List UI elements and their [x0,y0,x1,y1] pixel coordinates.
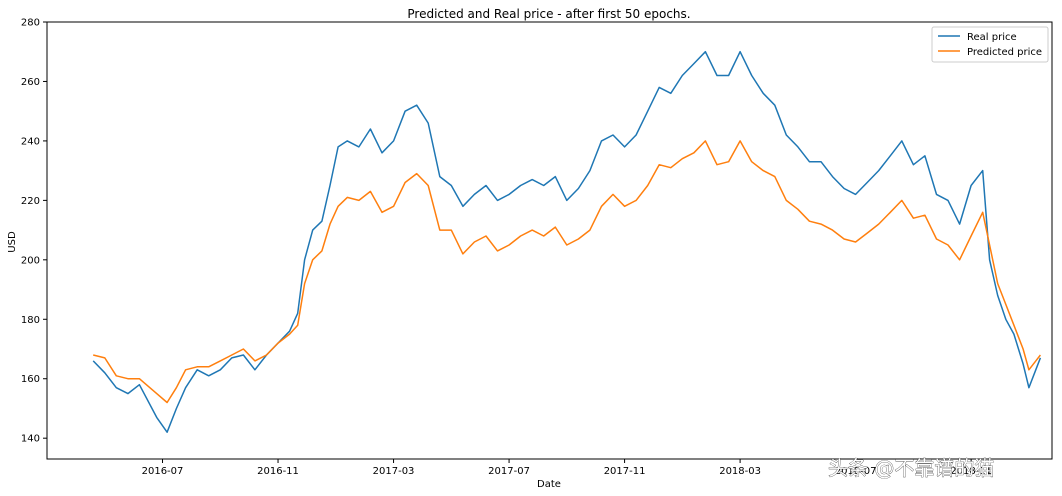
y-tick-label: 280 [21,18,40,29]
y-tick-label: 180 [21,315,40,326]
legend: Real price Predicted price [931,26,1049,63]
y-tick-label: 260 [21,77,40,88]
y-tick-label: 220 [21,196,40,207]
y-axis-label: USD [7,231,18,253]
plot-area [46,21,1053,460]
x-tick-label: 2017-03 [373,466,415,477]
x-tick-label: 2017-07 [488,466,530,477]
y-tick-label: 240 [21,136,40,147]
x-tick-label: 2018-07 [835,466,877,477]
x-tick-label: 2017-11 [604,466,646,477]
x-tick-label: 2016-07 [142,466,184,477]
x-axis-label: Date [537,479,561,490]
series-line-predicted-price [93,140,1041,404]
legend-box [931,26,1049,63]
legend-entry-real: Real price [967,32,1017,43]
legend-entry-predicted: Predicted price [967,47,1042,58]
x-tick-label: 2016-11 [257,466,299,477]
watermark: 头条 @不靠谱的猫 [828,456,994,480]
y-tick-label: 160 [21,374,40,385]
series-line-real-price [92,50,1042,433]
x-tick-label: 2018-03 [719,466,761,477]
y-tick-label: 140 [21,434,40,445]
y-tick-label: 200 [21,255,40,266]
x-tick-label: 2018-11 [950,466,992,477]
chart-title: Predicted and Real price - after first 5… [407,7,690,21]
